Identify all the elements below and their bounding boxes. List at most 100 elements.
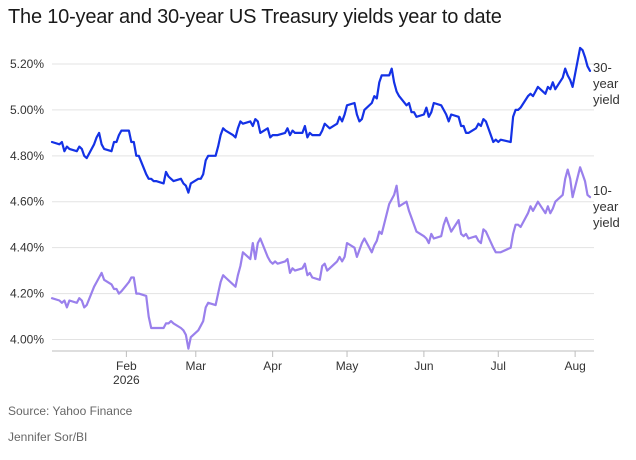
data-point [63, 150, 65, 152]
data-point [254, 258, 256, 260]
data-point [187, 348, 189, 350]
data-point [93, 143, 95, 145]
data-point [584, 56, 586, 58]
data-point [234, 286, 237, 288]
data-point [207, 302, 209, 304]
data-point [68, 299, 70, 302]
data-point [267, 256, 269, 258]
data-point [319, 134, 321, 136]
data-point [252, 242, 254, 244]
data-point [128, 281, 130, 283]
data-point [460, 125, 462, 127]
data-point [165, 322, 167, 324]
data-point [205, 306, 207, 308]
data-point [532, 95, 534, 97]
data-point [549, 212, 551, 214]
series-line-1 [50, 166, 592, 350]
data-point [373, 244, 375, 246]
data-point [497, 251, 499, 253]
data-point [76, 150, 78, 152]
data-point [344, 256, 346, 258]
data-point [61, 302, 63, 304]
data-point [358, 120, 360, 122]
data-point [537, 86, 539, 88]
data-point [103, 279, 105, 281]
data-point [582, 49, 584, 51]
data-point [405, 201, 408, 203]
data-point [448, 224, 450, 226]
data-point [269, 260, 271, 262]
data-point [378, 81, 380, 83]
data-point [133, 141, 135, 143]
data-point [495, 139, 497, 141]
data-point [443, 109, 445, 111]
data-point [339, 256, 341, 258]
data-point [220, 134, 222, 136]
x-tick-label: Feb [116, 359, 137, 373]
data-point [101, 272, 103, 274]
y-tick-label: 4.20% [10, 287, 44, 301]
data-point [480, 125, 482, 127]
data-point [517, 224, 519, 226]
data-point [356, 256, 358, 258]
data-point [353, 102, 356, 104]
data-point [554, 201, 556, 203]
data-point [517, 109, 519, 111]
data-point [205, 159, 207, 161]
y-tick-label: 5.20% [10, 57, 44, 71]
data-point [361, 118, 363, 120]
data-point [51, 141, 53, 143]
data-point [113, 288, 115, 290]
data-point [172, 322, 175, 324]
author-credit: Jennifer Sor/BI [8, 430, 88, 444]
data-point [202, 173, 204, 175]
data-point [465, 132, 467, 134]
data-point [500, 251, 502, 253]
data-point [321, 265, 323, 267]
data-point [572, 86, 574, 88]
data-point [155, 327, 157, 329]
data-point [495, 251, 497, 253]
y-tick-label: 4.00% [10, 333, 44, 347]
data-point [388, 74, 390, 76]
data-point [304, 263, 306, 265]
data-point [450, 113, 452, 116]
data-point [408, 102, 410, 104]
data-point [187, 192, 189, 194]
data-point [145, 295, 147, 297]
data-point [118, 293, 120, 295]
data-point [96, 136, 98, 138]
data-point [215, 304, 217, 306]
series-label: year [593, 76, 619, 91]
series-label: yield [593, 215, 620, 230]
data-point [234, 136, 237, 138]
data-point [259, 132, 261, 134]
data-point [586, 65, 589, 67]
data-point [284, 132, 286, 134]
data-point [512, 233, 514, 235]
data-point [224, 276, 227, 279]
series-label: year [593, 199, 619, 214]
data-point [363, 237, 365, 240]
data-point [515, 224, 517, 226]
data-point [110, 283, 113, 285]
data-point [254, 118, 256, 120]
data-point [76, 302, 78, 304]
data-point [410, 111, 413, 113]
y-tick-label: 5.00% [10, 103, 44, 117]
data-point [148, 178, 150, 180]
data-point [458, 219, 460, 221]
x-tick-label: Mar [185, 359, 206, 373]
data-point [150, 178, 152, 180]
data-point [274, 260, 276, 262]
data-point [537, 201, 539, 203]
data-point [128, 130, 130, 132]
data-point [492, 247, 494, 249]
data-point [329, 127, 331, 129]
data-point [289, 134, 291, 136]
data-point [510, 247, 512, 249]
x-tick-label: 2026 [113, 373, 140, 387]
data-point [361, 242, 363, 244]
data-point [130, 276, 132, 279]
data-point [311, 276, 313, 279]
